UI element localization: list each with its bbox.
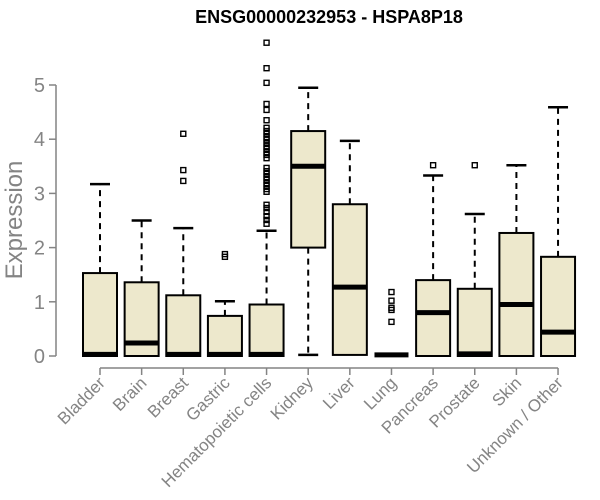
outlier-point bbox=[388, 288, 395, 296]
y-tick-label: 3 bbox=[34, 183, 45, 205]
y-tick-label: 5 bbox=[34, 75, 45, 97]
box-rect bbox=[415, 279, 452, 357]
box-rect bbox=[165, 294, 202, 357]
box-lung bbox=[374, 288, 409, 358]
box-pancreas bbox=[415, 162, 452, 357]
box-series bbox=[82, 39, 577, 358]
outlier-point bbox=[263, 167, 270, 175]
box-rect bbox=[290, 130, 327, 249]
outlier-point bbox=[263, 201, 270, 208]
outlier-point bbox=[388, 318, 395, 326]
outlier-point bbox=[180, 166, 187, 174]
y-tick-label: 4 bbox=[34, 129, 45, 151]
outlier-point bbox=[263, 64, 270, 72]
outlier-point bbox=[263, 220, 270, 227]
y-tick-label: 1 bbox=[34, 292, 45, 314]
box-rect bbox=[456, 287, 493, 357]
outlier-point bbox=[263, 106, 270, 114]
box-prostate bbox=[456, 162, 493, 357]
outlier-point bbox=[263, 173, 270, 181]
outlier-point bbox=[263, 133, 270, 141]
y-axis-label: Expression bbox=[1, 161, 28, 280]
box-brain bbox=[123, 219, 160, 357]
x-tick-label-kidney: Kidney bbox=[267, 373, 318, 424]
outlier-point bbox=[180, 130, 187, 137]
outlier-point bbox=[263, 154, 270, 162]
outlier-point bbox=[263, 124, 270, 132]
outlier-point bbox=[263, 79, 270, 87]
box-liver bbox=[331, 139, 368, 356]
outlier-point bbox=[263, 149, 270, 156]
box-hematopoietic-cells bbox=[248, 39, 285, 358]
outlier-point bbox=[263, 127, 270, 135]
outlier-point bbox=[263, 100, 270, 108]
outlier-point bbox=[429, 162, 437, 169]
outlier-point bbox=[263, 179, 270, 187]
box-rect bbox=[331, 203, 368, 356]
outlier-point bbox=[263, 208, 270, 216]
box-kidney bbox=[290, 86, 327, 357]
outlier-point bbox=[263, 39, 270, 46]
y-tick-label: 0 bbox=[34, 346, 45, 368]
box-breast bbox=[165, 130, 202, 357]
box-rect bbox=[540, 255, 577, 357]
box-rect bbox=[498, 231, 535, 357]
outlier-point bbox=[263, 117, 270, 124]
chart-title: ENSG00000232953 - HSPA8P18 bbox=[195, 7, 463, 27]
outlier-point bbox=[263, 164, 270, 172]
box-rect bbox=[82, 272, 118, 358]
box-gastric bbox=[206, 250, 243, 357]
outlier-point bbox=[388, 297, 395, 304]
outlier-point bbox=[180, 177, 187, 185]
outlier-point bbox=[263, 139, 270, 147]
y-tick-label: 2 bbox=[34, 238, 45, 260]
x-tick-label-liver: Liver bbox=[319, 373, 359, 413]
x-tick-label-skin: Skin bbox=[488, 373, 525, 410]
outlier-point bbox=[221, 250, 229, 258]
outlier-point bbox=[263, 143, 270, 150]
box-rect bbox=[206, 314, 243, 357]
outlier-point bbox=[263, 185, 270, 193]
box-skin bbox=[498, 163, 535, 357]
outlier-point bbox=[263, 216, 270, 224]
box-rect bbox=[248, 303, 285, 358]
box-bladder bbox=[82, 182, 118, 358]
outlier-point bbox=[471, 162, 478, 169]
outlier-point bbox=[263, 204, 270, 212]
box-unknown-other bbox=[540, 105, 577, 357]
x-tick-label-bladder: Bladder bbox=[54, 373, 109, 428]
outlier-point bbox=[388, 304, 395, 311]
